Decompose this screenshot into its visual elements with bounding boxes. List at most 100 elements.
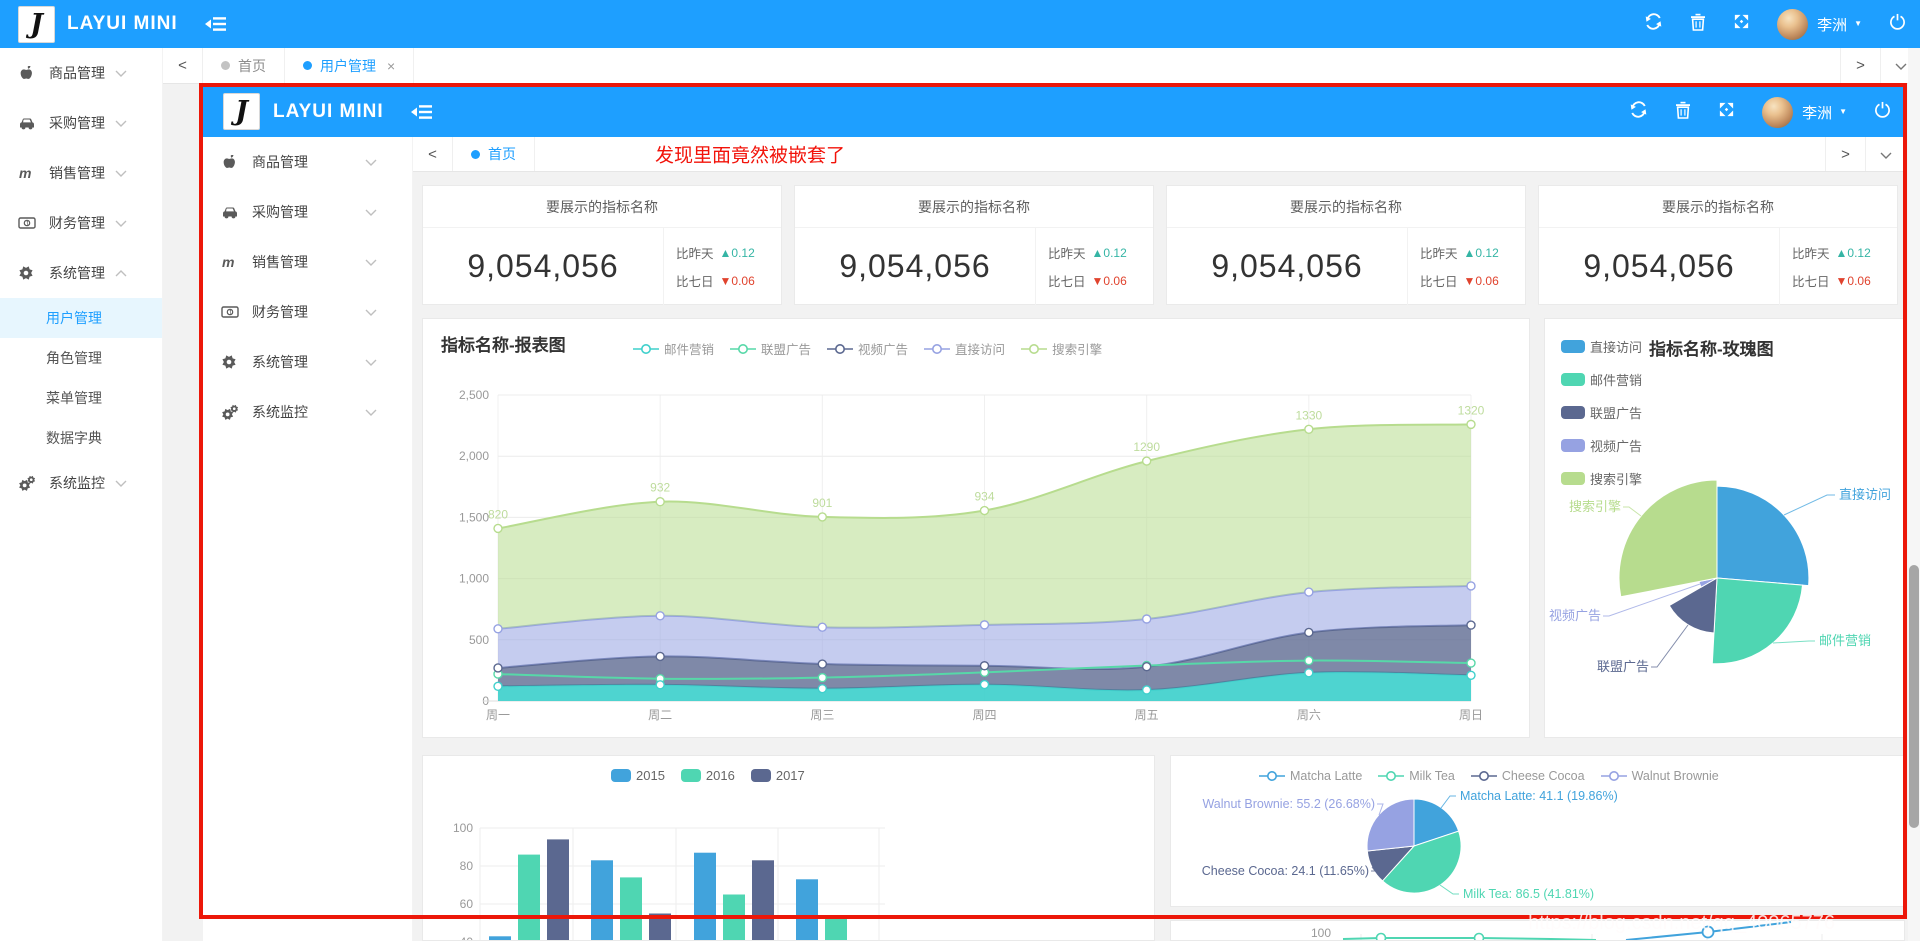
arrow-up-value: ▲0.12 [1463,245,1499,260]
legend-item[interactable]: 视频广告 [1561,436,1642,455]
pie-slice-label: Walnut Brownie: 55.2 (26.68%) [1202,797,1375,811]
sidebar-item-sales[interactable]: m 销售管理 [0,148,162,198]
data-point-marker [493,624,503,634]
data-point-marker [1466,581,1476,591]
submenu-item-dict[interactable]: 数据字典 [0,418,162,458]
caret-down-icon: ▼ [1839,107,1847,116]
m-icon: m [221,255,245,269]
bar [518,854,540,940]
tab-home[interactable]: 首页 [453,137,535,171]
bar-chart-svg: 100 80 60 40 [453,821,885,940]
sidebar-item-system[interactable]: 系统管理 [203,337,412,387]
sidebar-item-sales[interactable]: m 销售管理 [203,237,412,287]
submenu-item-users[interactable]: 用户管理 [0,298,162,338]
legend-item[interactable]: 2016 [680,768,735,783]
data-point-marker [655,651,665,662]
compare-label: 比昨天 [1792,247,1830,261]
legend-item[interactable]: Cheese Cocoa [1470,769,1585,783]
tab-close-icon[interactable]: × [387,57,396,74]
legend-label: 搜索引擎 [1052,343,1103,357]
compare-row: 比昨天 ▲0.12 [1792,243,1897,262]
data-point-marker [979,661,990,671]
legend-item[interactable]: 联盟广告 [1561,403,1642,422]
sidebar-item-goods[interactable]: 商品管理 [0,48,162,98]
submenu-item-menus[interactable]: 菜单管理 [0,378,162,418]
refresh-icon[interactable] [1644,12,1663,36]
gears-icon [221,404,245,421]
submenu-item-label: 菜单管理 [46,390,102,406]
user-avatar[interactable] [1777,8,1809,40]
legend-item[interactable]: Matcha Latte [1259,769,1362,783]
legend-item[interactable]: Walnut Brownie [1600,769,1719,783]
tab-nav-left[interactable]: < [413,137,453,171]
pie-chart-panel: Matcha Latte Milk Tea Cheese Cocoa Walnut B… [1170,755,1905,907]
tab-nav-right[interactable]: > [1840,48,1880,83]
y-tick-label: 40 [460,935,474,940]
legend-line-marker-icon [827,343,854,355]
tab-list-collapse-button[interactable] [1880,48,1920,83]
collapse-sidebar-icon[interactable] [205,15,227,33]
user-area: 李洲 ▼ [1777,8,1862,40]
y-tick-label: 1,500 [459,510,489,524]
data-point-marker [493,663,503,673]
legend-item[interactable]: 邮件营销 [1561,370,1642,389]
fullscreen-icon[interactable] [1733,13,1750,35]
metric-card-title: 要展示的指标名称 [423,186,781,228]
legend-line-marker-icon [730,343,757,355]
data-point-marker [979,505,990,516]
refresh-icon[interactable] [1629,100,1648,124]
compare-label: 比昨天 [676,247,714,261]
sidebar-item-system[interactable]: 系统管理 [0,248,162,298]
legend-item[interactable]: Milk Tea [1378,769,1455,783]
collapse-sidebar-icon[interactable] [411,103,433,121]
legend-item[interactable]: 直接访问 [924,339,1005,358]
legend-swatch-icon [1561,406,1585,419]
clear-cache-icon[interactable] [1690,13,1706,36]
chevron-down-icon [115,480,139,487]
legend-item[interactable]: 直接访问 [1561,337,1642,356]
sidebar-item-purchase[interactable]: 采购管理 [0,98,162,148]
legend-item[interactable]: 搜索引擎 [1561,469,1642,488]
data-point-marker [1701,925,1715,939]
sidebar-item-finance[interactable]: 1 财务管理 [0,198,162,248]
money-icon: 1 [18,216,42,230]
sidebar-item-monitor[interactable]: 系统监控 [0,458,162,508]
power-icon[interactable] [1874,101,1891,123]
sidebar-item-monitor[interactable]: 系统监控 [203,387,412,437]
legend-item[interactable]: 2017 [750,768,805,783]
bar [796,879,818,940]
fullscreen-icon[interactable] [1718,101,1735,123]
label-leader-line [1439,884,1459,895]
data-point-label: 901 [812,496,832,510]
legend-item[interactable]: 搜索引擎 [1021,339,1102,358]
metric-cards-row: 要展示的指标名称 9,054,056 比昨天 ▲0.12 比七日 ▼0.06 要展示的指标名… [422,185,1898,305]
metric-compare: 比昨天 ▲0.12 比七日 ▼0.06 [1407,228,1525,305]
clear-cache-icon[interactable] [1675,101,1691,124]
legend-item[interactable]: 邮件营销 [633,339,714,358]
tab-list-collapse-button[interactable] [1865,137,1905,171]
user-dropdown[interactable]: 李洲 ▼ [1802,102,1847,123]
tab-users[interactable]: 用户管理 × [285,48,415,83]
tab-nav-left[interactable]: < [163,48,203,83]
submenu-item-roles[interactable]: 角色管理 [0,338,162,378]
sidebar-item-goods[interactable]: 商品管理 [203,137,412,187]
y-tick-label: 80 [460,859,474,873]
sidebar-item-finance[interactable]: 1 财务管理 [203,287,412,337]
sidebar-item-label: 商品管理 [49,65,105,81]
data-point-marker [1141,456,1152,466]
sidebar-item-purchase[interactable]: 采购管理 [203,187,412,237]
legend-item[interactable]: 联盟广告 [730,339,811,358]
apple-icon [18,65,42,82]
legend-item[interactable]: 2015 [611,768,665,783]
gears-icon [18,475,42,492]
sidebar-item-label: 财务管理 [49,215,105,231]
user-dropdown[interactable]: 李洲 ▼ [1817,14,1862,35]
tab-home[interactable]: 首页 [203,48,285,83]
power-icon[interactable] [1889,13,1906,35]
user-avatar[interactable] [1762,96,1794,128]
legend-item[interactable]: 视频广告 [827,339,908,358]
tab-nav-right[interactable]: > [1825,137,1865,171]
scrollbar-thumb[interactable] [1909,565,1919,828]
label-leader-line [1603,583,1701,617]
